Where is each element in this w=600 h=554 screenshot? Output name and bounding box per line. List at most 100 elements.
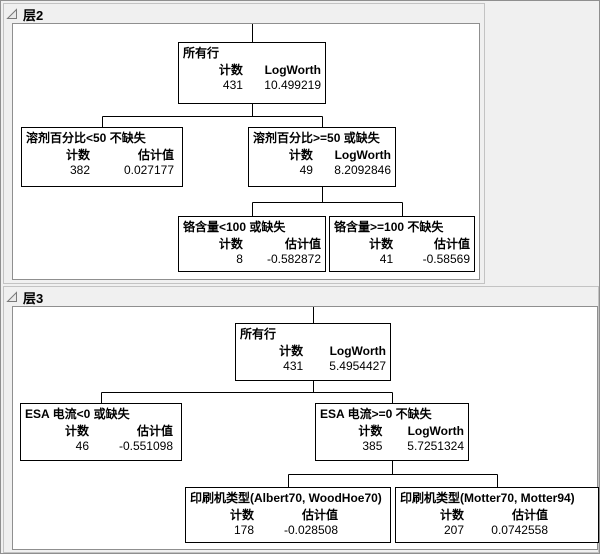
stat-column: 计数 431 xyxy=(252,344,303,374)
stat-header: LogWorth xyxy=(334,148,391,162)
node-title: 所有行 xyxy=(183,46,220,60)
stat-header: 计数 xyxy=(439,508,464,522)
node-stats: 计数 178 估计值 -0.028508 xyxy=(202,508,386,538)
stat-header: 估计值 xyxy=(284,237,321,251)
stat-column: 估计值 0.0742558 xyxy=(472,508,548,538)
stat-value: 46 xyxy=(75,439,89,453)
stat-value: 207 xyxy=(443,523,464,537)
section-title: 层3 xyxy=(23,290,44,306)
node-title: 印刷机类型(Motter70, Motter94) xyxy=(400,491,575,505)
stat-value: 49 xyxy=(299,163,313,177)
tree-canvas-level3: 所有行 计数 431 LogWorth 5.4954427 ESA 电流<0 或… xyxy=(12,306,599,550)
node-stats: 计数 46 估计值 -0.551098 xyxy=(37,424,177,454)
stat-value: -0.028508 xyxy=(283,523,338,537)
node-title: 铬含量>=100 不缺失 xyxy=(334,220,444,234)
stat-header: LogWorth xyxy=(407,424,464,438)
node-stats: 计数 382 估计值 0.027177 xyxy=(38,148,178,178)
stat-header: 计数 xyxy=(65,148,90,162)
stat-column: 计数 49 xyxy=(265,148,313,178)
stat-value: 178 xyxy=(233,523,254,537)
tree-canvas-level2: 所有行 计数 431 LogWorth 10.499219 溶剂百分比<50 不… xyxy=(12,23,480,280)
stat-header: 计数 xyxy=(369,237,394,251)
stat-header: 估计值 xyxy=(511,508,548,522)
outline-section-level3: 层3 所有行 计数 431 LogWorth 5.4954427 xyxy=(3,286,599,553)
stat-column: 估计值 -0.58569 xyxy=(401,237,470,267)
stat-header: 估计值 xyxy=(137,148,174,162)
stat-header: 计数 xyxy=(288,148,313,162)
stat-value: 0.0742558 xyxy=(491,523,548,537)
node-stats: 计数 431 LogWorth 5.4954427 xyxy=(252,344,386,374)
tree-connectors xyxy=(101,307,498,487)
stat-value: 5.7251324 xyxy=(407,439,464,453)
tree-node[interactable]: 印刷机类型(Albert70, WoodHoe70) 计数 178 估计值 -0… xyxy=(185,487,391,543)
stat-value: 431 xyxy=(283,359,304,373)
tree-connectors xyxy=(102,24,403,216)
stat-column: 计数 385 xyxy=(332,424,382,454)
stat-header: 计数 xyxy=(218,63,243,77)
node-title: ESA 电流<0 或缺失 xyxy=(25,407,130,421)
stat-value: 382 xyxy=(69,163,90,177)
stat-header: 计数 xyxy=(358,424,383,438)
node-title: 所有行 xyxy=(240,327,277,341)
stat-value: 431 xyxy=(222,78,243,92)
stat-header: 计数 xyxy=(279,344,304,358)
stat-column: LogWorth 5.4954427 xyxy=(311,344,386,374)
node-stats: 计数 49 LogWorth 8.2092846 xyxy=(265,148,391,178)
stat-column: 估计值 -0.028508 xyxy=(262,508,338,538)
tree-node[interactable]: 所有行 计数 431 LogWorth 10.499219 xyxy=(178,42,326,104)
stat-header: LogWorth xyxy=(264,63,321,77)
node-title: 溶剂百分比<50 不缺失 xyxy=(26,131,146,145)
node-title: 铬含量<100 或缺失 xyxy=(183,220,286,234)
stat-column: 估计值 -0.582872 xyxy=(251,237,321,267)
node-title: ESA 电流>=0 不缺失 xyxy=(320,407,432,421)
stat-column: 计数 46 xyxy=(37,424,89,454)
stat-value: -0.582872 xyxy=(266,252,321,266)
tree-node[interactable]: ESA 电流<0 或缺失 计数 46 估计值 -0.551098 xyxy=(20,403,182,461)
tree-node[interactable]: 印刷机类型(Motter70, Motter94) 计数 207 估计值 0.0… xyxy=(395,487,599,543)
stat-column: 计数 207 xyxy=(412,508,464,538)
stat-value: -0.551098 xyxy=(118,439,173,453)
stat-header: 计数 xyxy=(64,424,89,438)
node-stats: 计数 8 估计值 -0.582872 xyxy=(195,237,321,267)
stat-column: 估计值 -0.551098 xyxy=(97,424,173,454)
stat-header: 计数 xyxy=(229,508,254,522)
tree-node[interactable]: 溶剂百分比>=50 或缺失 计数 49 LogWorth 8.2092846 xyxy=(248,127,396,187)
stat-header: 估计值 xyxy=(301,508,338,522)
disclosure-triangle-icon[interactable] xyxy=(6,291,18,303)
stat-column: 计数 8 xyxy=(195,237,243,267)
stat-value: 8 xyxy=(236,252,243,266)
stat-column: 估计值 0.027177 xyxy=(98,148,174,178)
node-title: 溶剂百分比>=50 或缺失 xyxy=(253,131,380,145)
tree-node[interactable]: 所有行 计数 431 LogWorth 5.4954427 xyxy=(235,323,391,381)
tree-node[interactable]: 溶剂百分比<50 不缺失 计数 382 估计值 0.027177 xyxy=(21,127,183,187)
stat-header: LogWorth xyxy=(329,344,386,358)
stat-value: 5.4954427 xyxy=(329,359,386,373)
node-title: 印刷机类型(Albert70, WoodHoe70) xyxy=(190,491,382,505)
stat-column: LogWorth 8.2092846 xyxy=(321,148,391,178)
stat-header: 估计值 xyxy=(433,237,470,251)
outline-header[interactable]: 层3 xyxy=(6,289,44,306)
node-stats: 计数 385 LogWorth 5.7251324 xyxy=(332,424,464,454)
section-title: 层2 xyxy=(23,7,44,23)
stat-value: 385 xyxy=(362,439,383,453)
node-stats: 计数 431 LogWorth 10.499219 xyxy=(195,63,321,93)
outline-header[interactable]: 层2 xyxy=(6,6,44,23)
stat-column: 计数 178 xyxy=(202,508,254,538)
stat-value: 0.027177 xyxy=(123,163,174,177)
stat-value: -0.58569 xyxy=(422,252,470,266)
node-stats: 计数 41 估计值 -0.58569 xyxy=(346,237,470,267)
disclosure-triangle-icon[interactable] xyxy=(6,8,18,20)
outline-section-level2: 层2 所有行 计数 431 LogWorth 10.499219 xyxy=(3,3,485,284)
stat-column: LogWorth 10.499219 xyxy=(251,63,321,93)
stat-column: 计数 382 xyxy=(38,148,90,178)
tree-node[interactable]: 铬含量>=100 不缺失 计数 41 估计值 -0.58569 xyxy=(329,216,475,272)
tree-node[interactable]: 铬含量<100 或缺失 计数 8 估计值 -0.582872 xyxy=(178,216,326,272)
stat-value: 10.499219 xyxy=(264,78,321,92)
stat-value: 41 xyxy=(379,252,394,266)
stat-header: 估计值 xyxy=(136,424,173,438)
tree-node[interactable]: ESA 电流>=0 不缺失 计数 385 LogWorth 5.7251324 xyxy=(315,403,469,461)
stat-header: 计数 xyxy=(218,237,243,251)
stat-column: 计数 41 xyxy=(346,237,393,267)
stat-column: 计数 431 xyxy=(195,63,243,93)
